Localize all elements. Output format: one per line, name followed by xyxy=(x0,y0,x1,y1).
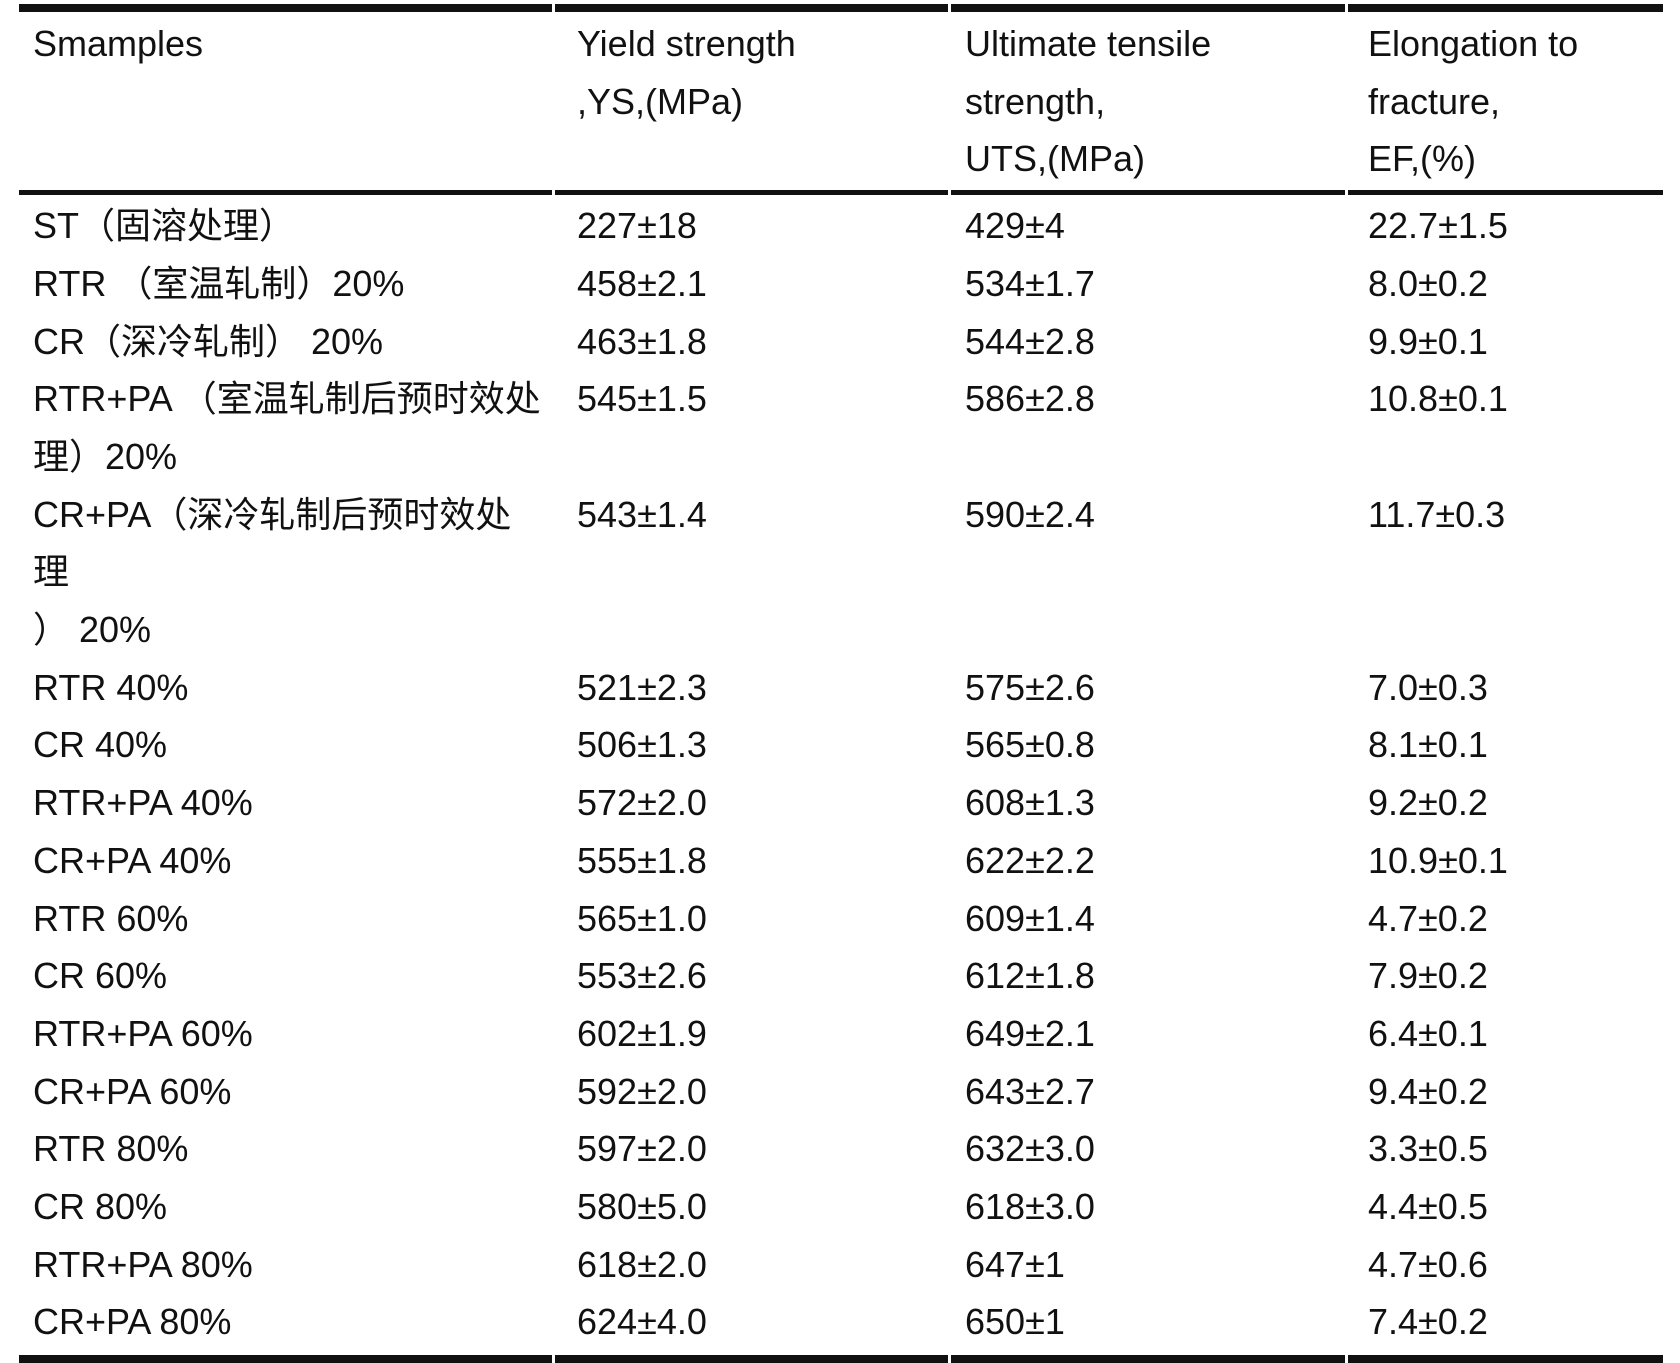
elongation-cell: 9.9±0.1 xyxy=(1368,320,1488,362)
yield-strength-cell: 580±5.0 xyxy=(577,1186,707,1228)
elongation-cell: 9.2±0.2 xyxy=(1368,782,1488,824)
sample-cell: ST（固溶处理） xyxy=(33,205,296,247)
ultimate-tensile-strength-cell: 622±2.2 xyxy=(965,839,1095,881)
yield-strength-cell: 463±1.8 xyxy=(577,320,707,362)
table-row: RTR+PA 80% 618±2.0 647±1 4.7±0.6 xyxy=(19,1236,1663,1294)
table-row: CR 40% 506±1.3 565±0.8 8.1±0.1 xyxy=(19,716,1663,774)
ultimate-tensile-strength-cell: 612±1.8 xyxy=(965,955,1095,997)
column-header-ultimate-tensile-strength: Ultimate tensile strength, UTS,(MPa) xyxy=(951,4,1345,196)
table-row: CR（深冷轧制） 20% 463±1.8 544±2.8 9.9±0.1 xyxy=(19,313,1663,371)
column-header-elongation-to-fracture: Elongation to fracture, EF,(%) xyxy=(1348,4,1663,196)
table-row: RTR+PA 60% 602±1.9 649±2.1 6.4±0.1 xyxy=(19,1005,1663,1063)
mechanical-properties-table: Smamples Yield strength ,YS,(MPa) Ultima… xyxy=(16,4,1666,1363)
table-row: RTR （室温轧制）20% 458±2.1 534±1.7 8.0±0.2 xyxy=(19,255,1663,313)
table-header: Smamples Yield strength ,YS,(MPa) Ultima… xyxy=(19,4,1663,196)
ultimate-tensile-strength-cell: 544±2.8 xyxy=(965,320,1095,362)
table-row: RTR 60% 565±1.0 609±1.4 4.7±0.2 xyxy=(19,890,1663,948)
elongation-cell: 9.4±0.2 xyxy=(1368,1070,1488,1112)
yield-strength-cell: 545±1.5 xyxy=(577,378,707,420)
elongation-cell: 4.7±0.6 xyxy=(1368,1243,1488,1285)
yield-strength-cell: 543±1.4 xyxy=(577,493,707,535)
yield-strength-cell: 597±2.0 xyxy=(577,1128,707,1170)
ultimate-tensile-strength-cell: 608±1.3 xyxy=(965,782,1095,824)
yield-strength-cell: 521±2.3 xyxy=(577,666,707,708)
table-row: CR+PA（深冷轧制后预时效处理 ） 20% 543±1.4 590±2.4 11.7… xyxy=(19,486,1663,659)
ultimate-tensile-strength-cell: 649±2.1 xyxy=(965,1012,1095,1054)
sample-cell: RTR+PA （室温轧制后预时效处 理）20% xyxy=(33,378,541,477)
table-row: CR+PA 60% 592±2.0 643±2.7 9.4±0.2 xyxy=(19,1063,1663,1121)
elongation-cell: 10.9±0.1 xyxy=(1368,839,1508,881)
elongation-cell: 4.4±0.5 xyxy=(1368,1186,1488,1228)
sample-cell: RTR+PA 40% xyxy=(33,782,253,824)
table-row: RTR+PA （室温轧制后预时效处 理）20% 545±1.5 586±2.8 10.… xyxy=(19,370,1663,485)
elongation-cell: 3.3±0.5 xyxy=(1368,1128,1488,1170)
ultimate-tensile-strength-cell: 618±3.0 xyxy=(965,1186,1095,1228)
elongation-cell: 10.8±0.1 xyxy=(1368,378,1508,420)
yield-strength-cell: 565±1.0 xyxy=(577,897,707,939)
ultimate-tensile-strength-cell: 632±3.0 xyxy=(965,1128,1095,1170)
sample-cell: RTR+PA 60% xyxy=(33,1012,253,1054)
yield-strength-cell: 227±18 xyxy=(577,205,697,247)
table-body: ST（固溶处理） 227±18 429±4 22.7±1.5 RTR （室温轧制）20%… xyxy=(19,195,1663,1363)
sample-cell: CR 40% xyxy=(33,724,168,766)
yield-strength-cell: 592±2.0 xyxy=(577,1070,707,1112)
ultimate-tensile-strength-cell: 565±0.8 xyxy=(965,724,1095,766)
sample-cell: RTR 80% xyxy=(33,1128,189,1170)
sample-cell: RTR+PA 80% xyxy=(33,1243,253,1285)
header-row: Smamples Yield strength ,YS,(MPa) Ultima… xyxy=(19,4,1663,196)
yield-strength-cell: 458±2.1 xyxy=(577,262,707,304)
elongation-cell: 7.0±0.3 xyxy=(1368,666,1488,708)
elongation-cell: 22.7±1.5 xyxy=(1368,205,1508,247)
column-header-yield-strength: Yield strength ,YS,(MPa) xyxy=(555,4,948,196)
column-header-samples: Smamples xyxy=(19,4,552,196)
yield-strength-cell: 555±1.8 xyxy=(577,839,707,881)
elongation-cell: 8.1±0.1 xyxy=(1368,724,1488,766)
sample-cell: CR 60% xyxy=(33,955,168,997)
sample-cell: RTR （室温轧制）20% xyxy=(33,262,405,304)
yield-strength-cell: 553±2.6 xyxy=(577,955,707,997)
ultimate-tensile-strength-cell: 647±1 xyxy=(965,1243,1065,1285)
yield-strength-cell: 602±1.9 xyxy=(577,1012,707,1054)
elongation-cell: 11.7±0.3 xyxy=(1368,493,1506,535)
sample-cell: CR+PA 60% xyxy=(33,1070,232,1112)
elongation-cell: 8.0±0.2 xyxy=(1368,262,1488,304)
yield-strength-cell: 618±2.0 xyxy=(577,1243,707,1285)
table-row: RTR+PA 40% 572±2.0 608±1.3 9.2±0.2 xyxy=(19,774,1663,832)
ultimate-tensile-strength-cell: 534±1.7 xyxy=(965,262,1095,304)
sample-cell: CR+PA（深冷轧制后预时效处理 ） 20% xyxy=(33,493,512,651)
ultimate-tensile-strength-cell: 586±2.8 xyxy=(965,378,1095,420)
table-row: ST（固溶处理） 227±18 429±4 22.7±1.5 xyxy=(19,195,1663,255)
ultimate-tensile-strength-cell: 429±4 xyxy=(965,205,1065,247)
sample-cell: CR+PA 40% xyxy=(33,839,232,881)
table-row: CR 60% 553±2.6 612±1.8 7.9±0.2 xyxy=(19,947,1663,1005)
ultimate-tensile-strength-cell: 575±2.6 xyxy=(965,666,1095,708)
elongation-cell: 6.4±0.1 xyxy=(1368,1012,1488,1054)
yield-strength-cell: 506±1.3 xyxy=(577,724,707,766)
sample-cell: CR（深冷轧制） 20% xyxy=(33,320,384,362)
elongation-cell: 4.7±0.2 xyxy=(1368,897,1488,939)
table-row: RTR 80% 597±2.0 632±3.0 3.3±0.5 xyxy=(19,1120,1663,1178)
table-row: CR+PA 40% 555±1.8 622±2.2 10.9±0.1 xyxy=(19,832,1663,890)
ultimate-tensile-strength-cell: 590±2.4 xyxy=(965,493,1095,535)
yield-strength-cell: 572±2.0 xyxy=(577,782,707,824)
ultimate-tensile-strength-cell: 609±1.4 xyxy=(965,897,1095,939)
page: Smamples Yield strength ,YS,(MPa) Ultima… xyxy=(19,4,1663,1363)
sample-cell: RTR 40% xyxy=(33,666,189,708)
sample-cell: RTR 60% xyxy=(33,897,189,939)
table-row: RTR 40% 521±2.3 575±2.6 7.0±0.3 xyxy=(19,659,1663,717)
elongation-cell: 7.9±0.2 xyxy=(1368,955,1488,997)
table-row: CR 80% 580±5.0 618±3.0 4.4±0.5 xyxy=(19,1178,1663,1236)
sample-cell: CR 80% xyxy=(33,1186,168,1228)
ultimate-tensile-strength-cell: 643±2.7 xyxy=(965,1070,1095,1112)
